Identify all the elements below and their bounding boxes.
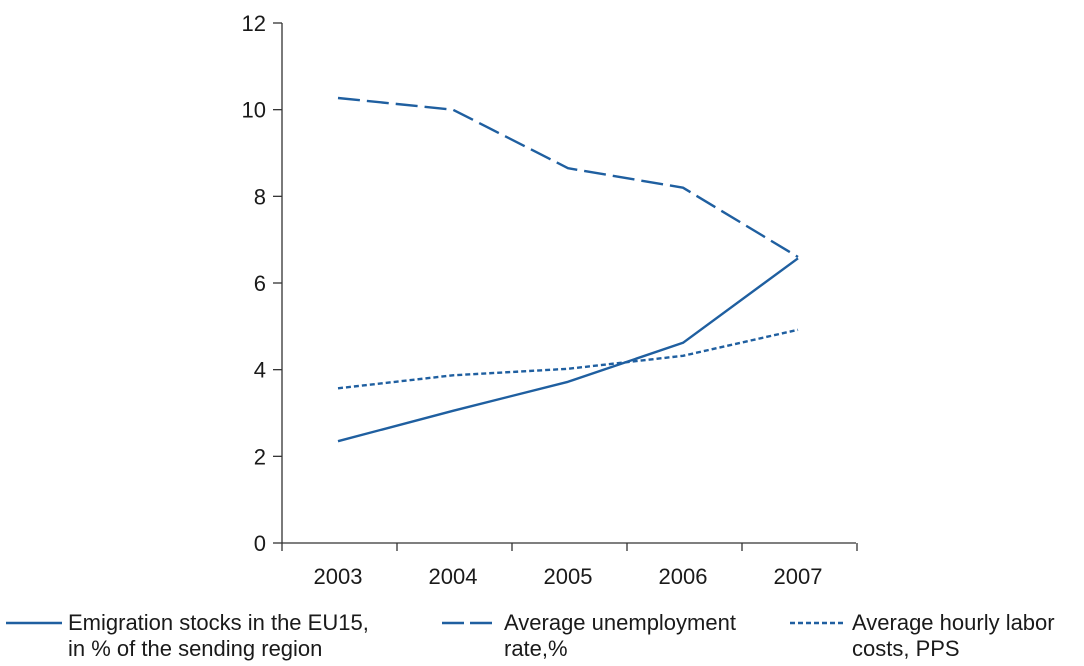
series-line-dashed bbox=[337, 96, 799, 259]
legend-label-emigration: Emigration stocks in the EU15, in % of t… bbox=[68, 610, 369, 662]
y-tick-label: 12 bbox=[242, 11, 266, 36]
x-tick-label: 2004 bbox=[429, 564, 478, 589]
legend-label-line1: Average hourly labor bbox=[852, 610, 1055, 635]
y-tick-label: 6 bbox=[254, 271, 266, 296]
legend-label-line2: costs, PPS bbox=[852, 636, 960, 661]
series-line-dotted bbox=[337, 328, 799, 390]
y-tick-label: 2 bbox=[254, 444, 266, 469]
legend-swatch-solid bbox=[6, 621, 62, 625]
legend-label-unemployment: Average unemployment rate,% bbox=[504, 610, 736, 662]
y-tick-label: 8 bbox=[254, 184, 266, 209]
legend-item-labor-costs: Average hourly labor costs, PPS bbox=[790, 610, 1055, 662]
legend-swatch-dashed bbox=[442, 621, 498, 625]
series-line-solid bbox=[337, 257, 799, 443]
y-tick-label: 4 bbox=[254, 358, 266, 383]
legend-item-emigration: Emigration stocks in the EU15, in % of t… bbox=[6, 610, 369, 662]
legend-label-line2: rate,% bbox=[504, 636, 568, 661]
x-tick-label: 2005 bbox=[544, 564, 593, 589]
line-chart: 0 2 4 6 8 10 12 2003 2004 2005 2006 2007 bbox=[242, 11, 858, 589]
legend-label-line1: Average unemployment bbox=[504, 610, 736, 635]
series-layer bbox=[337, 96, 799, 443]
x-tick-label: 2006 bbox=[659, 564, 708, 589]
axes: 0 2 4 6 8 10 12 2003 2004 2005 2006 2007 bbox=[242, 11, 858, 589]
legend: Emigration stocks in the EU15, in % of t… bbox=[0, 610, 1084, 666]
y-tick-label: 0 bbox=[254, 531, 266, 556]
y-tick-label: 10 bbox=[242, 98, 266, 123]
legend-item-unemployment: Average unemployment rate,% bbox=[442, 610, 736, 662]
legend-label-line1: Emigration stocks in the EU15, bbox=[68, 610, 369, 635]
legend-label-labor-costs: Average hourly labor costs, PPS bbox=[852, 610, 1055, 662]
legend-swatch-dotted bbox=[790, 621, 846, 625]
x-tick-label: 2007 bbox=[774, 564, 823, 589]
legend-label-line2: in % of the sending region bbox=[68, 636, 323, 661]
x-tick-label: 2003 bbox=[314, 564, 363, 589]
